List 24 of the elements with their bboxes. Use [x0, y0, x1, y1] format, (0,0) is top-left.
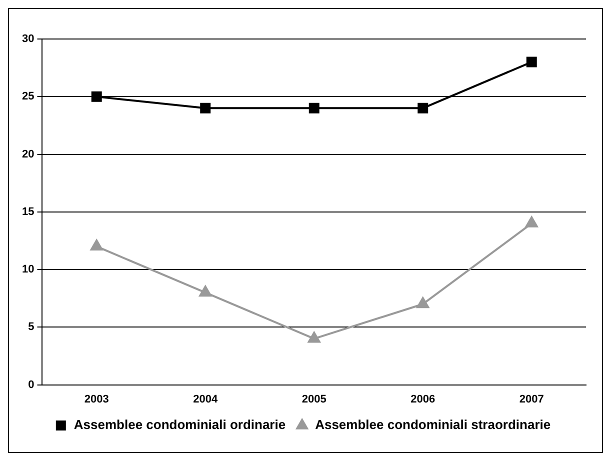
- point: [91, 91, 102, 102]
- point: [418, 102, 428, 114]
- point: [308, 332, 320, 343]
- point: [526, 56, 537, 68]
- y-tick-label: 25: [22, 90, 34, 103]
- legend-label: Assemblee condominiali ordinarie: [74, 417, 286, 432]
- x-tick-label: 2003: [84, 393, 109, 406]
- point: [416, 297, 430, 308]
- point: [90, 239, 103, 250]
- y-tick-label: 15: [22, 206, 34, 218]
- x-tick-label: 2007: [519, 393, 544, 406]
- y-tick-label: 30: [22, 33, 34, 46]
- y-tick-label: 10: [22, 264, 34, 276]
- x-tick-label: 2006: [410, 393, 436, 406]
- y-tick-label: 0: [28, 378, 34, 391]
- point: [200, 102, 211, 114]
- point: [308, 102, 320, 114]
- y-tick-label: 20: [22, 148, 34, 160]
- x-tick-label: 2005: [302, 393, 326, 406]
- y-tick-label: 5: [28, 321, 34, 334]
- point: [525, 216, 538, 228]
- x-tick-label: 2004: [193, 393, 218, 406]
- legend-label: Assemblee condominiali straordinarie: [315, 417, 551, 432]
- point: [199, 286, 212, 297]
